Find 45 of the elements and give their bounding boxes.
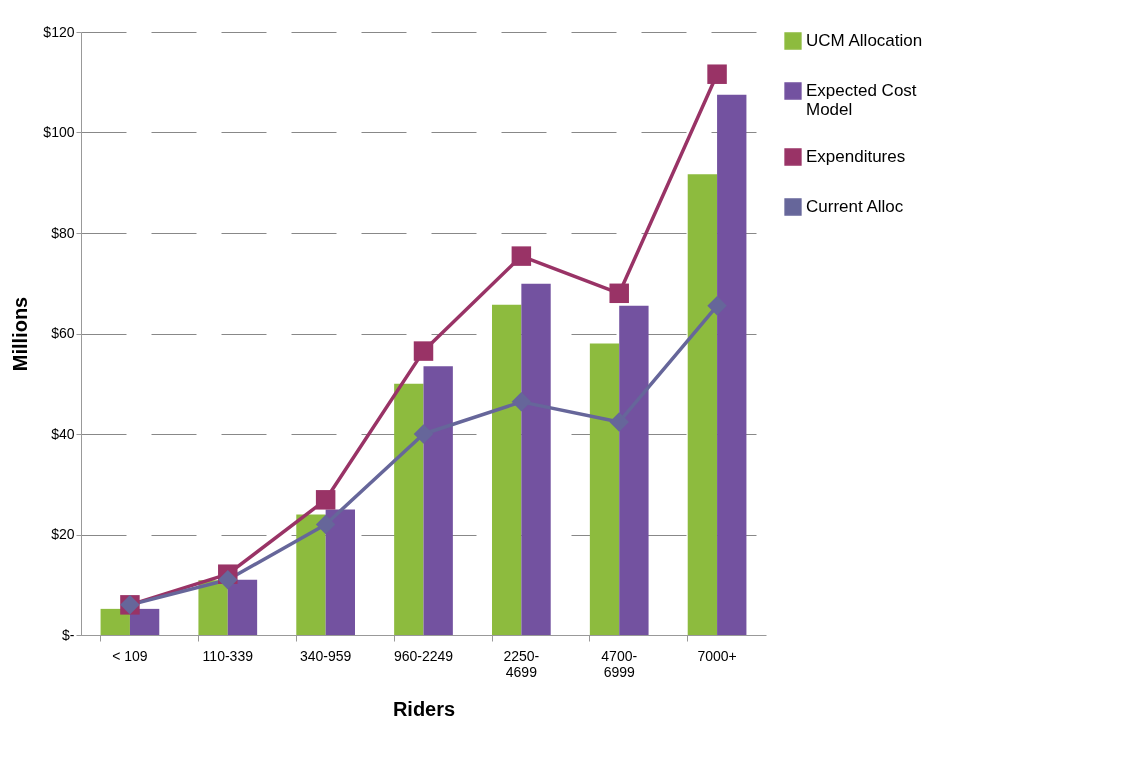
point [707,64,727,84]
y-tick-label: $100 [43,124,75,140]
bar [619,305,649,635]
point [609,283,629,304]
bar [589,343,620,635]
y-tick-label: $20 [51,526,75,542]
y-axis-title: Millions [9,296,32,372]
bar [129,608,160,635]
bar [492,304,522,635]
y-tick-label: $- [62,626,75,643]
point [511,392,532,412]
x-tick-label: 340-959 [299,647,352,664]
x-tick-label: 7000+ [697,647,737,664]
x-tick-label: 2250- 4699 [503,647,540,680]
bar [325,509,355,635]
bar [227,579,258,635]
point [609,412,629,432]
x-tick-label: < 109 [112,647,148,664]
legend-label: Current Alloc [806,197,904,216]
bar [100,608,130,635]
x-axis-title: Riders [392,697,456,720]
bar [687,174,718,635]
bar [296,514,326,635]
y-tick-label: $60 [51,325,75,341]
point [315,514,336,535]
legend-label: UCM Allocation [806,31,923,50]
point [315,490,336,510]
bar [198,580,228,635]
bar [717,94,747,635]
bar [394,383,424,635]
x-tick-label: 4700- 6999 [601,647,638,680]
y-tick-label: $40 [51,425,75,442]
legend-label: Expected Cost Model [806,81,917,119]
point [413,424,434,444]
point [511,246,532,266]
x-tick-label: 110-339 [202,647,254,664]
y-tick-label: $120 [43,23,75,40]
point [707,296,727,316]
point [218,569,238,590]
bar [521,283,551,635]
bar [423,366,453,635]
x-tick-label: 960-2249 [393,647,454,664]
legend-label: Expenditures [806,147,906,166]
y-tick-label: $80 [51,224,75,241]
point [413,341,434,361]
